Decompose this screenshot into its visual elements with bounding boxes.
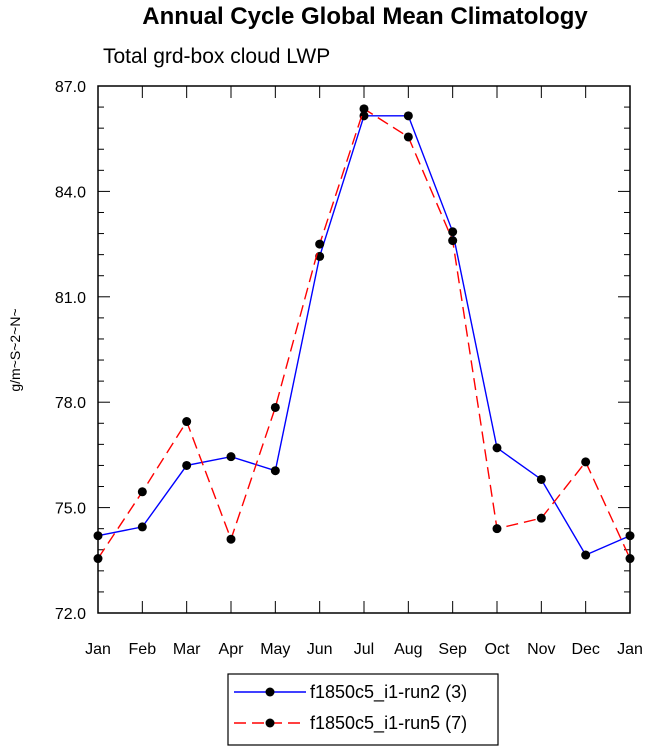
x-tick-label: Jan xyxy=(85,641,111,658)
data-point-series-1 xyxy=(581,550,591,560)
x-tick-label: Aug xyxy=(394,641,422,658)
data-point-series-1 xyxy=(270,466,280,476)
y-tick-label: 81.0 xyxy=(55,290,86,307)
data-point-series-1 xyxy=(226,452,236,462)
legend: f1850c5_i1-run2 (3) f1850c5_i1-run5 (7) xyxy=(227,673,499,746)
x-tick-label: Feb xyxy=(129,641,157,658)
x-tick-label: Jan xyxy=(617,641,643,658)
legend-label-run2: f1850c5_i1-run2 (3) xyxy=(310,682,467,703)
x-tick-label: Sep xyxy=(438,641,467,658)
y-tick-label: 72.0 xyxy=(55,606,86,623)
data-point-series-2 xyxy=(315,239,325,249)
data-point-series-1 xyxy=(492,443,502,453)
data-point-series-1 xyxy=(403,111,413,121)
x-tick-label: Oct xyxy=(485,641,510,658)
data-point-series-2 xyxy=(536,513,546,523)
data-point-series-2 xyxy=(581,457,591,467)
data-point-series-1 xyxy=(137,522,147,532)
y-tick-label: 78.0 xyxy=(55,395,86,412)
legend-label-run5: f1850c5_i1-run5 (7) xyxy=(310,713,467,734)
x-tick-label: May xyxy=(260,641,290,658)
data-point-series-2 xyxy=(359,104,369,114)
data-point-series-2 xyxy=(403,132,413,142)
legend-box xyxy=(227,673,499,746)
data-point-series-2 xyxy=(448,236,458,246)
data-point-series-1 xyxy=(448,227,458,237)
x-tick-label: Dec xyxy=(571,641,599,658)
plot-frame xyxy=(97,85,631,614)
series-line-1 xyxy=(97,115,631,556)
data-point-series-1 xyxy=(536,474,546,484)
x-tick-label: Jul xyxy=(354,641,374,658)
series-line-2 xyxy=(97,107,631,559)
data-point-series-1 xyxy=(359,111,369,121)
data-point-series-1 xyxy=(182,460,192,470)
data-point-series-2 xyxy=(492,524,502,534)
x-tick-label: Apr xyxy=(219,641,245,658)
x-tick-label: Nov xyxy=(527,641,555,658)
y-tick-label: 75.0 xyxy=(55,501,86,518)
legend-marker-run5 xyxy=(265,718,275,728)
legend-marker-run2 xyxy=(265,687,275,697)
x-tick-label: Jun xyxy=(307,641,333,658)
chart-subtitle: Total grd-box cloud LWP xyxy=(103,45,330,68)
data-point-series-2 xyxy=(137,487,147,497)
data-point-series-2 xyxy=(182,417,192,427)
data-point-series-2 xyxy=(270,402,280,412)
x-tick-label: Mar xyxy=(173,641,201,658)
y-tick-label: 84.0 xyxy=(55,184,86,201)
y-axis-label: g/m~S~2~N~ xyxy=(7,308,23,391)
y-tick-label: 87.0 xyxy=(55,79,86,96)
data-point-series-2 xyxy=(226,534,236,544)
chart-title: Annual Cycle Global Mean Climatology xyxy=(142,3,588,30)
